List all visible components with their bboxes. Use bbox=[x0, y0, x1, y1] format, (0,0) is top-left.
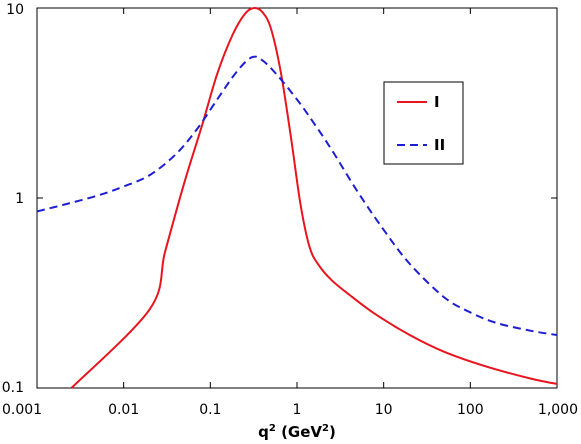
axis-tick-labels: 0.001 0.01 0.1 1 10 100 1,000 0.1 1 10 bbox=[2, 2, 578, 418]
x-axis-title-close: ) bbox=[329, 423, 336, 441]
legend-label-series-1: I bbox=[434, 93, 440, 111]
x-tick-label: 10 bbox=[375, 402, 393, 418]
x-tick-label: 0.1 bbox=[199, 402, 221, 418]
x-tick-label: 100 bbox=[457, 402, 484, 418]
plot-area bbox=[36, 7, 558, 389]
x-tick-label: 0.01 bbox=[108, 402, 139, 418]
legend-box bbox=[383, 81, 464, 165]
series-line-2 bbox=[36, 55, 558, 337]
x-axis-title-units-sup: 2 bbox=[322, 423, 329, 434]
x-axis-title: q2 (GeV2) bbox=[258, 423, 336, 441]
y-tick-label: 10 bbox=[6, 2, 24, 18]
y-tick-label: 1 bbox=[15, 191, 24, 207]
x-axis-title-units: (GeV bbox=[276, 423, 323, 441]
legend: I II bbox=[383, 81, 464, 165]
series-line-1 bbox=[70, 6, 558, 389]
y-tick-label: 0.1 bbox=[2, 380, 24, 396]
x-axis-title-var: q bbox=[258, 423, 269, 441]
x-tick-label: 0.001 bbox=[2, 402, 42, 418]
series-lines bbox=[36, 6, 558, 389]
x-axis-title-sup: 2 bbox=[269, 423, 276, 434]
x-tick-label: 1,000 bbox=[538, 402, 578, 418]
legend-label-series-2: II bbox=[434, 136, 445, 154]
x-tick-label: 1 bbox=[293, 402, 302, 418]
